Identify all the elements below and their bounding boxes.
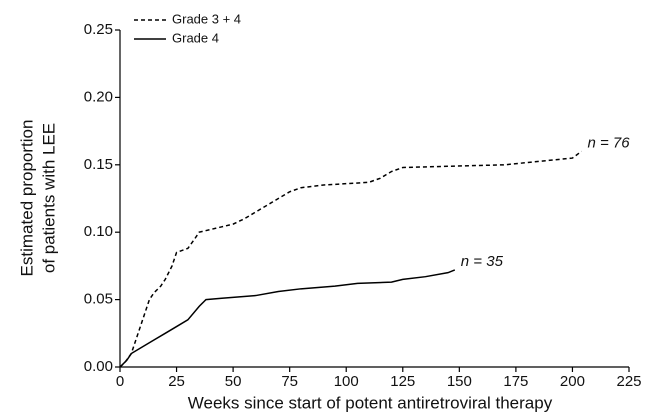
end-label: n = 76: [587, 134, 630, 151]
y-tick-label: 0.20: [84, 88, 113, 105]
series-line: [119, 150, 582, 368]
y-tick-label: 0.05: [84, 291, 113, 308]
y-tick-label: 0.10: [84, 223, 113, 240]
series-line: [119, 269, 456, 368]
y-tick-label: 0.15: [84, 156, 113, 173]
x-tick-label: 25: [168, 373, 185, 390]
y-axis-label: Estimated proportion: [17, 120, 36, 277]
legend-label: Grade 3 + 4: [172, 11, 241, 26]
x-tick-label: 175: [503, 373, 528, 390]
x-tick-label: 150: [447, 373, 472, 390]
x-tick-label: 200: [560, 373, 585, 390]
y-tick-label: 0.00: [84, 358, 113, 375]
x-tick-label: 100: [334, 373, 359, 390]
legend-label: Grade 4: [172, 30, 219, 45]
x-axis-label: Weeks since start of potent antiretrovir…: [188, 393, 553, 412]
y-tick-label: 0.25: [84, 21, 113, 38]
end-label: n = 35: [461, 253, 504, 270]
x-tick-label: 75: [281, 373, 298, 390]
x-tick-label: 50: [225, 373, 242, 390]
x-tick-label: 225: [616, 373, 641, 390]
y-axis-label: of patients with LEE: [39, 123, 58, 273]
x-tick-label: 125: [390, 373, 415, 390]
x-tick-label: 0: [116, 373, 124, 390]
